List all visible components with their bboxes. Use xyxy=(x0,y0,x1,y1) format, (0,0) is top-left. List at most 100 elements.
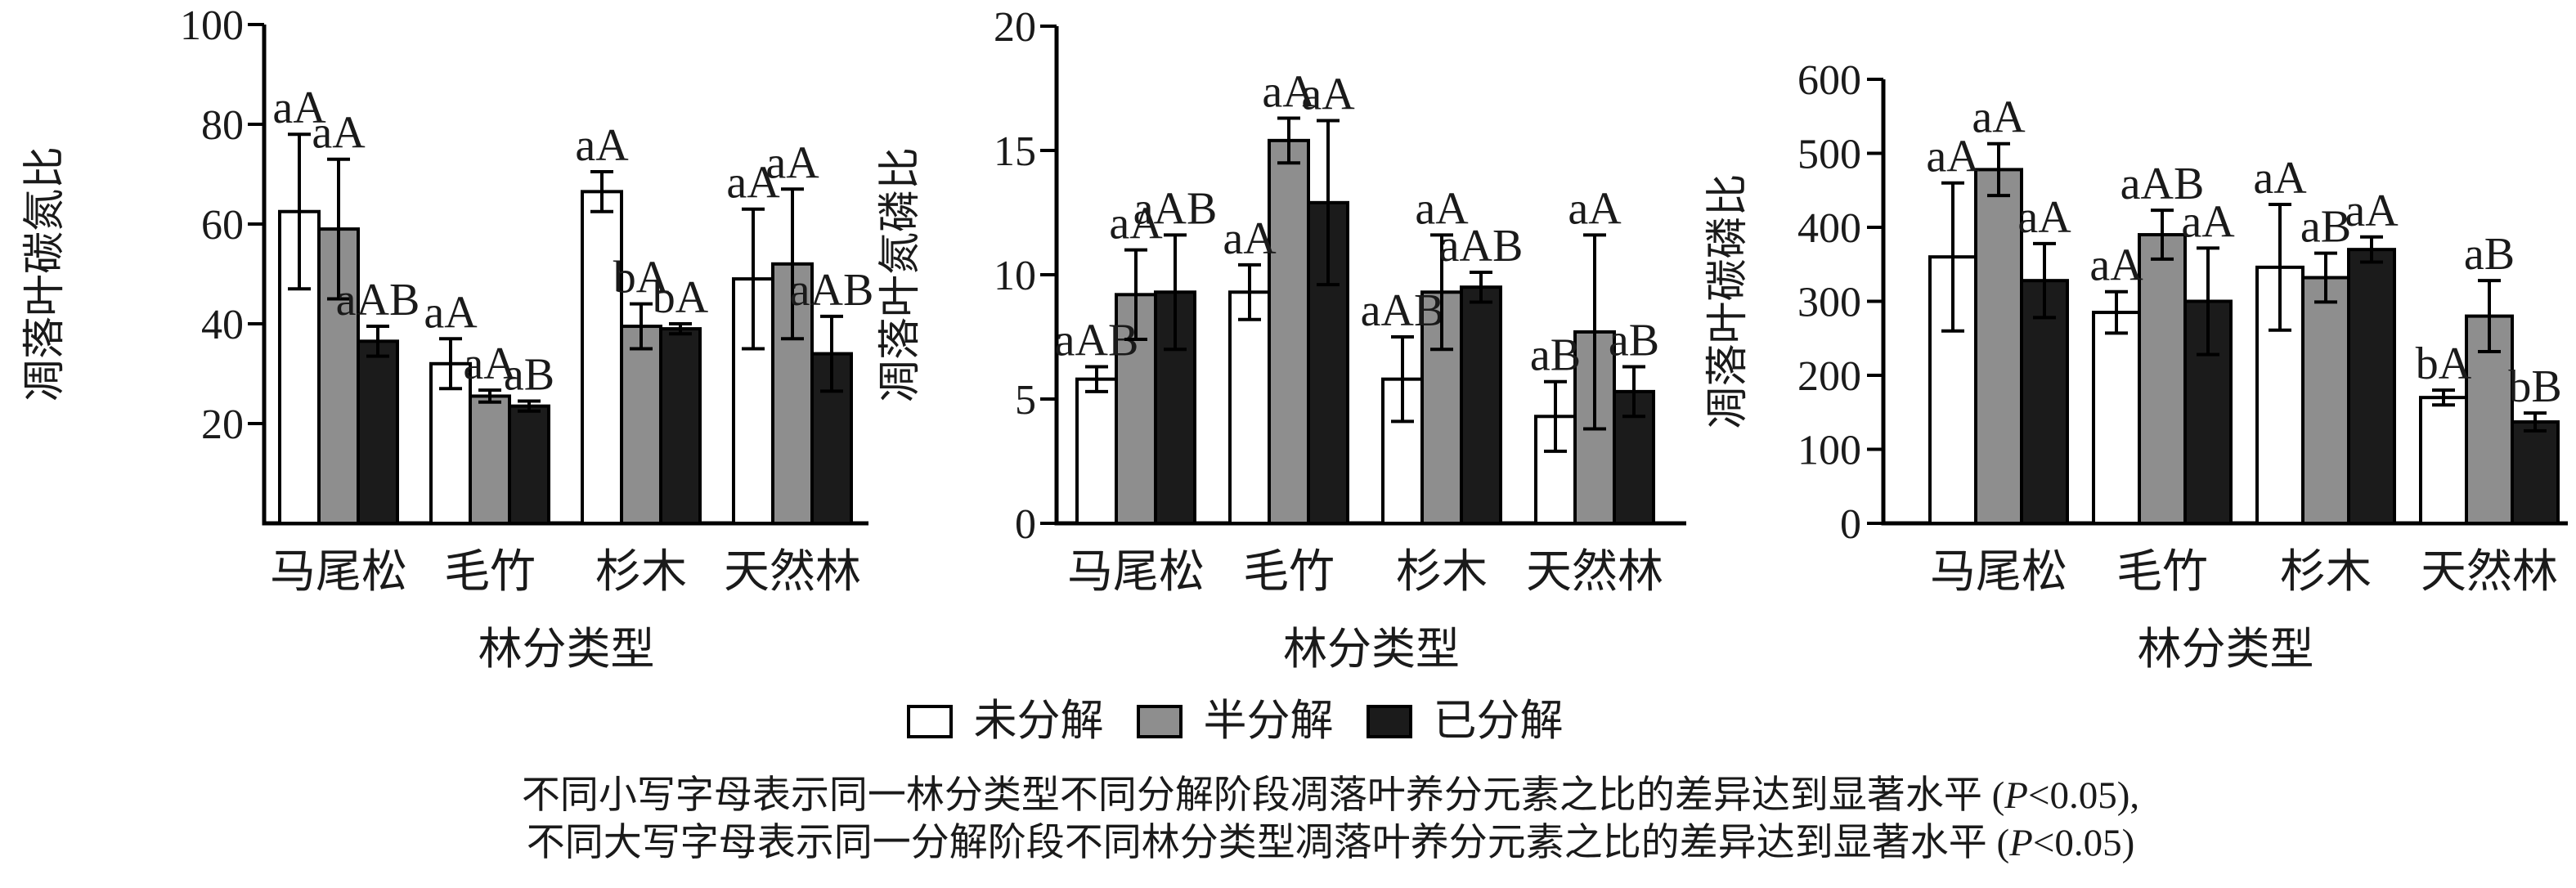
significance-label: aA xyxy=(1568,183,1622,234)
y-tick-label: 600 xyxy=(1797,57,1861,104)
significance-label: bA xyxy=(653,272,709,323)
significance-label: bA xyxy=(613,253,670,303)
y-tick-label: 100 xyxy=(1797,428,1861,474)
legend-item: 未分解 xyxy=(906,697,1104,745)
bar xyxy=(2511,420,2560,526)
bar xyxy=(1075,377,1118,525)
bar xyxy=(469,394,511,526)
y-tick-label: 40 xyxy=(201,302,244,348)
y-axis-title: 凋落叶碳氮比 xyxy=(22,146,69,401)
y-tick-label: 400 xyxy=(1797,205,1861,252)
significance-label: aA xyxy=(272,83,326,133)
y-tick-label: 5 xyxy=(1015,377,1036,424)
category-label: 杉木 xyxy=(595,547,687,598)
category-label: 马尾松 xyxy=(1067,547,1205,598)
legend-label: 已分解 xyxy=(1433,697,1564,745)
y-tick-label: 0 xyxy=(1015,501,1036,548)
y-tick-label: 100 xyxy=(180,2,244,49)
category-label: 毛竹 xyxy=(2116,547,2208,598)
significance-label: aA xyxy=(2017,192,2071,243)
x-axis-title: 林分类型 xyxy=(478,625,655,674)
category-label: 杉木 xyxy=(1396,547,1488,598)
significance-label: aA xyxy=(1301,70,1355,120)
italic-p: P xyxy=(2004,774,2028,817)
bar xyxy=(659,327,702,525)
legend-label: 未分解 xyxy=(973,697,1104,745)
bar xyxy=(2138,233,2187,525)
category-label: 天然林 xyxy=(1526,547,1663,598)
significance-label: aA xyxy=(2345,186,2399,236)
caption-line-1: 不同小写字母表示同一林分类型不同分解阶段凋落叶养分元素之比的差异达到显著水平 (… xyxy=(521,774,2140,817)
x-axis-title: 林分类型 xyxy=(1283,625,1460,674)
significance-label: aA xyxy=(312,108,366,159)
legend-swatch xyxy=(906,705,953,738)
category-label: 毛竹 xyxy=(1243,547,1335,598)
significance-label: aB xyxy=(504,350,554,401)
category-label: 马尾松 xyxy=(1930,547,2067,598)
significance-label: aB xyxy=(2464,229,2515,280)
significance-label: bB xyxy=(2508,361,2561,412)
y-tick-label: 20 xyxy=(994,4,1036,51)
legend: 未分解 半分解 已分解 xyxy=(0,700,2523,743)
significance-label: aB xyxy=(2300,202,2351,253)
significance-label: aAB xyxy=(2120,159,2205,209)
significance-label: aA xyxy=(1926,132,1980,182)
significance-label: aA xyxy=(463,339,517,389)
significance-label: aA xyxy=(1415,183,1469,234)
y-tick-label: 15 xyxy=(994,128,1036,175)
significance-label: aB xyxy=(1609,315,1659,366)
y-tick-label: 500 xyxy=(1797,132,1861,178)
y-tick-label: 80 xyxy=(201,102,244,149)
category-label: 杉木 xyxy=(2280,547,2372,598)
italic-p: P xyxy=(2009,822,2033,864)
bar xyxy=(620,325,662,525)
significance-label: aA xyxy=(575,120,629,171)
significance-label: aA xyxy=(1223,213,1277,264)
category-label: 马尾松 xyxy=(270,547,407,598)
bar xyxy=(2020,279,2069,525)
legend-label: 半分解 xyxy=(1203,697,1334,745)
legend-swatch xyxy=(1136,705,1183,738)
x-axis-title: 林分类型 xyxy=(2138,625,2314,674)
y-axis-title: 凋落叶碳磷比 xyxy=(1705,173,1752,428)
significance-label: aAB xyxy=(790,265,874,316)
y-tick-label: 60 xyxy=(201,202,244,249)
y-tick-label: 300 xyxy=(1797,280,1861,326)
significance-label: aA xyxy=(2253,153,2307,204)
y-tick-label: 20 xyxy=(201,401,244,448)
significance-label: aA xyxy=(726,158,780,209)
legend-item: 半分解 xyxy=(1136,697,1334,745)
bar xyxy=(581,190,623,525)
significance-label: aB xyxy=(1530,330,1581,381)
bar xyxy=(2092,311,2141,525)
bar xyxy=(2301,276,2350,525)
significance-label: aA xyxy=(424,287,478,338)
legend-swatch xyxy=(1366,705,1412,738)
bar xyxy=(1460,285,1502,525)
significance-label: aA xyxy=(2181,196,2235,247)
significance-label: aAB xyxy=(1439,221,1524,271)
bar xyxy=(2419,396,2468,525)
significance-label: aA xyxy=(1972,92,2026,143)
bar xyxy=(357,339,399,525)
significance-label: aAB xyxy=(1361,285,1445,336)
y-tick-label: 10 xyxy=(994,253,1036,299)
y-tick-label: 200 xyxy=(1797,353,1861,400)
legend-item: 已分解 xyxy=(1366,697,1564,745)
significance-label: aA xyxy=(1262,66,1316,117)
bar xyxy=(2347,248,2396,525)
significance-label: aAB xyxy=(336,275,420,325)
significance-label: aA xyxy=(765,137,819,188)
bar xyxy=(1268,138,1310,525)
bar xyxy=(1974,168,2023,525)
category-label: 天然林 xyxy=(724,547,861,598)
significance-label: bA xyxy=(2416,339,2472,389)
category-label: 天然林 xyxy=(2421,547,2558,598)
significance-label: aA xyxy=(1109,199,1163,249)
significance-label: aAB xyxy=(1133,183,1218,234)
bar xyxy=(508,404,550,525)
y-axis-title: 凋落叶氮磷比 xyxy=(877,147,924,402)
significance-label: aA xyxy=(2089,240,2143,291)
bar xyxy=(1228,290,1271,525)
